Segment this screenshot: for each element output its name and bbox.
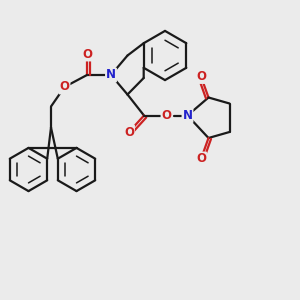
Text: O: O <box>59 80 70 94</box>
Text: N: N <box>182 109 193 122</box>
Text: O: O <box>161 109 172 122</box>
Text: N: N <box>106 68 116 82</box>
Text: O: O <box>82 47 92 61</box>
Text: O: O <box>124 125 134 139</box>
Text: O: O <box>196 152 206 166</box>
Text: O: O <box>196 70 206 83</box>
